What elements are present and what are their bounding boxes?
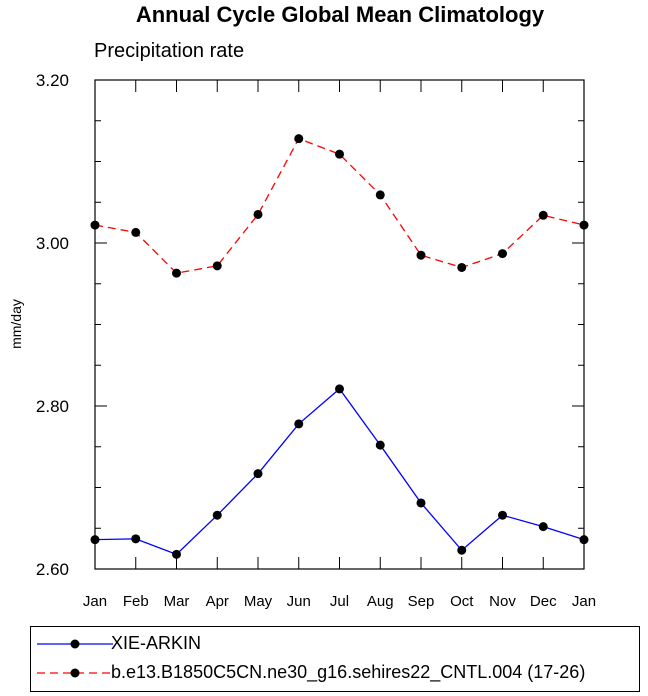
x-tick-label: Apr [206, 593, 229, 610]
legend: XIE-ARKIN b.e13.B1850C5CN.ne30_g16.sehir… [30, 626, 640, 692]
y-tick-label: 2.60 [36, 560, 69, 579]
legend-item-model: b.e13.B1850C5CN.ne30_g16.sehires22_CNTL.… [31, 661, 639, 685]
data-point-series1 [335, 149, 344, 159]
data-point-series0 [538, 522, 548, 532]
x-tick-label: Oct [450, 593, 474, 610]
legend-label-model: b.e13.B1850C5CN.ne30_g16.sehires22_CNTL.… [111, 662, 586, 682]
data-point-series1 [538, 210, 548, 220]
chart-title: Annual Cycle Global Mean Climatology [135, 2, 545, 27]
data-point-series1 [172, 268, 181, 278]
x-tick-label: Feb [123, 593, 149, 610]
data-point-series0 [579, 535, 589, 545]
legend-swatch-model [37, 668, 113, 678]
data-point-series0 [131, 534, 141, 544]
y-tick-label: 3.00 [36, 234, 69, 253]
data-point-series1 [579, 220, 589, 230]
y-tick-label: 2.80 [36, 397, 69, 416]
x-tick-label: Nov [489, 593, 516, 610]
x-tick-label: Jan [83, 593, 107, 610]
data-point-series1 [375, 190, 385, 200]
data-point-series1 [294, 134, 304, 144]
legend-item-xie-arkin: XIE-ARKIN [31, 632, 639, 656]
legend-swatch-xie-arkin [37, 639, 113, 649]
x-tick-label: Jun [287, 593, 311, 610]
line-chart: 2.60 2.80 3.00 3.20 Jan Feb Mar Apr May Jun Jul Aug… [36, 71, 596, 610]
data-point-series0 [90, 535, 100, 545]
series-line-1 [94, 137, 585, 274]
x-tick-label: Dec [530, 593, 557, 610]
data-point-series0 [172, 549, 181, 559]
series-line-0 [94, 387, 585, 556]
data-point-series1 [498, 249, 507, 259]
data-point-series1 [253, 209, 263, 219]
data-point-series0 [253, 469, 263, 479]
x-tick-label: Sep [408, 593, 435, 610]
data-point-series1 [131, 227, 141, 237]
data-point-series1 [457, 262, 467, 272]
data-point-series1 [416, 250, 426, 260]
chart-subtitle: Precipitation rate [94, 40, 245, 62]
y-tick-label: 3.20 [36, 71, 69, 90]
data-point-series0 [375, 440, 385, 450]
data-point-series1 [212, 261, 222, 271]
x-tick-label: Aug [367, 593, 394, 610]
x-tick-label: May [244, 593, 273, 610]
data-point-series0 [212, 510, 222, 520]
x-tick-label: Jan [572, 593, 596, 610]
x-tick-label: Mar [164, 593, 190, 610]
data-point-series0 [457, 545, 467, 555]
data-point-series0 [335, 384, 344, 394]
data-point-series0 [416, 498, 426, 508]
data-point-series0 [294, 419, 304, 429]
data-point-series1 [90, 220, 100, 230]
x-tick-label: Jul [330, 593, 349, 610]
legend-label-xie-arkin: XIE-ARKIN [111, 633, 202, 653]
data-point-series0 [498, 510, 507, 520]
